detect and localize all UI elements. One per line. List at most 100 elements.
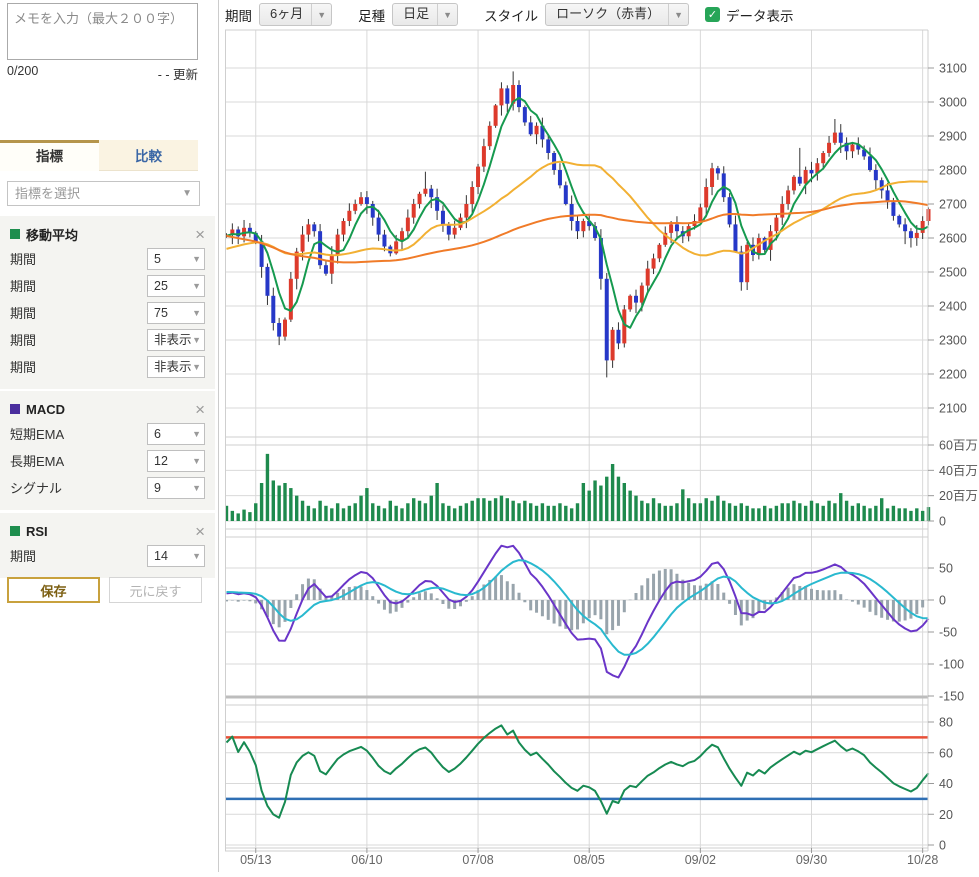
chevron-down-icon: ▼ (192, 361, 201, 372)
macd-row-signal: シグナル 9 ▼ (10, 474, 205, 501)
macd-row-fast: 短期EMA 6 ▼ (10, 420, 205, 447)
close-icon[interactable]: × (195, 521, 205, 541)
sidebar: 0/200 - - 更新 指標 比較 指標を選択 ▼ 移動平均 × 期間 5▼ … (0, 0, 219, 872)
section-macd: MACD × 短期EMA 6 ▼ 長期EMA 12 ▼ シグナル 9 ▼ (0, 391, 215, 510)
rsi-lines (225, 724, 930, 819)
ma-row-2: 期間 25 ▼ (10, 272, 205, 299)
macd-signal-select[interactable]: 9 ▼ (147, 476, 205, 499)
bar-type-dropdown[interactable]: 日足 ▼ (392, 3, 459, 26)
svg-text:2600: 2600 (939, 232, 967, 246)
macd-fast-ema-select[interactable]: 6 ▼ (147, 422, 205, 445)
reset-button[interactable]: 元に戻す (109, 577, 202, 603)
close-icon[interactable]: × (195, 399, 205, 419)
chevron-down-icon: ▼ (192, 253, 201, 264)
memo-meta: 0/200 - - 更新 (7, 64, 198, 83)
ma-color-swatch (10, 229, 20, 239)
svg-text:50: 50 (939, 562, 953, 576)
macd-row-slow: 長期EMA 12 ▼ (10, 447, 205, 474)
svg-text:09/02: 09/02 (685, 853, 716, 867)
svg-text:3000: 3000 (939, 96, 967, 110)
svg-text:10/28: 10/28 (907, 853, 938, 867)
svg-text:2300: 2300 (939, 334, 967, 348)
svg-text:40: 40 (939, 777, 953, 791)
svg-text:60百万: 60百万 (939, 439, 978, 453)
macd-slow-ema-select[interactable]: 12 ▼ (147, 449, 205, 472)
ma-period-4-select[interactable]: 非表示 ▼ (147, 328, 205, 351)
svg-text:08/05: 08/05 (574, 853, 605, 867)
svg-text:06/10: 06/10 (351, 853, 382, 867)
tab-indicators[interactable]: 指標 (0, 140, 99, 171)
chevron-down-icon: ▼ (437, 4, 457, 25)
section-title: RSI (26, 523, 48, 539)
chevron-down-icon: ▼ (192, 428, 201, 439)
ma-period-1-select[interactable]: 5 ▼ (147, 247, 205, 270)
svg-text:0: 0 (939, 594, 946, 608)
chart-svg: 3100 3000 2900 2800 2700 2600 2500 2400 2300 2200… (224, 29, 978, 867)
chevron-down-icon: ▼ (182, 188, 192, 199)
svg-text:60: 60 (939, 746, 953, 760)
svg-text:80: 80 (939, 716, 953, 730)
svg-text:3100: 3100 (939, 62, 967, 76)
chevron-down-icon: ▼ (192, 482, 201, 493)
section-title: MACD (26, 401, 65, 417)
svg-text:2700: 2700 (939, 198, 967, 212)
data-display-checkbox[interactable]: ✓ (705, 7, 721, 22)
ma-row-5: 期間 非表示 ▼ (10, 353, 205, 380)
memo-counter: 0/200 (7, 64, 39, 78)
svg-text:2200: 2200 (939, 368, 967, 382)
indicator-select-placeholder: 指標を選択 (15, 186, 81, 201)
svg-text:2900: 2900 (939, 130, 967, 144)
chevron-down-icon: ▼ (192, 334, 201, 345)
bar-type-label: 足種 (358, 8, 386, 24)
ma-period-3-select[interactable]: 75 ▼ (147, 301, 205, 324)
svg-text:0: 0 (939, 839, 946, 853)
ma-row-4: 期間 非表示 ▼ (10, 326, 205, 353)
svg-text:40百万: 40百万 (939, 464, 978, 478)
candles (224, 71, 931, 378)
close-icon[interactable]: × (195, 224, 205, 244)
chevron-down-icon: ▼ (192, 280, 201, 291)
data-display-label: データ表示 (726, 8, 794, 24)
svg-text:2800: 2800 (939, 164, 967, 178)
macd-lines (226, 544, 930, 679)
chart-area[interactable]: 3100 3000 2900 2800 2700 2600 2500 2400 2300 2200… (224, 0, 979, 872)
chevron-down-icon: ▼ (311, 4, 331, 25)
style-dropdown[interactable]: ローソク（赤青） ▼ (545, 3, 690, 26)
svg-text:-50: -50 (939, 626, 957, 640)
rsi-row-period: 期間 14 ▼ (10, 542, 205, 569)
pane-borders (225, 29, 929, 852)
svg-text:0: 0 (939, 515, 946, 529)
chevron-down-icon: ▼ (668, 4, 688, 25)
chevron-down-icon: ▼ (192, 307, 201, 318)
ma-period-5-select[interactable]: 非表示 ▼ (147, 355, 205, 378)
ma-row-3: 期間 75 ▼ (10, 299, 205, 326)
svg-text:20百万: 20百万 (939, 489, 978, 503)
tab-compare[interactable]: 比較 (99, 140, 198, 171)
indicator-select[interactable]: 指標を選択 ▼ (7, 181, 200, 206)
save-button[interactable]: 保存 (7, 577, 100, 603)
svg-text:05/13: 05/13 (240, 853, 271, 867)
period-dropdown[interactable]: 6ヶ月 ▼ (259, 3, 333, 26)
rsi-color-swatch (10, 526, 20, 536)
svg-text:2400: 2400 (939, 300, 967, 314)
volume-bars (224, 453, 931, 521)
section-title: 移動平均 (26, 227, 79, 243)
rsi-period-select[interactable]: 14 ▼ (147, 544, 205, 567)
memo-input[interactable] (7, 3, 198, 60)
chart-toolbar: 期間 6ヶ月 ▼ 足種 日足 ▼ スタイル ローソク（赤青） ▼ ✓ データ表示 (219, 0, 979, 29)
macd-color-swatch (10, 404, 20, 414)
period-label: 期間 (225, 8, 252, 24)
ma-row-1: 期間 5 ▼ (10, 245, 205, 272)
moving-averages (226, 96, 929, 329)
ma-period-2-select[interactable]: 25 ▼ (147, 274, 205, 297)
section-moving-average: 移動平均 × 期間 5 ▼ 期間 25 ▼ 期間 75 ▼ 期間 非表示 ▼ 期間 非表… (0, 216, 215, 389)
style-label: スタイル (484, 8, 539, 24)
svg-text:20: 20 (939, 808, 953, 822)
svg-text:2500: 2500 (939, 266, 967, 280)
chevron-down-icon: ▼ (192, 455, 201, 466)
macd-histogram (225, 568, 930, 635)
svg-text:2100: 2100 (939, 402, 967, 416)
svg-text:-100: -100 (939, 658, 964, 672)
section-rsi: RSI × 期間 14 ▼ (0, 513, 215, 578)
memo-update-label: - - 更新 (157, 68, 198, 82)
